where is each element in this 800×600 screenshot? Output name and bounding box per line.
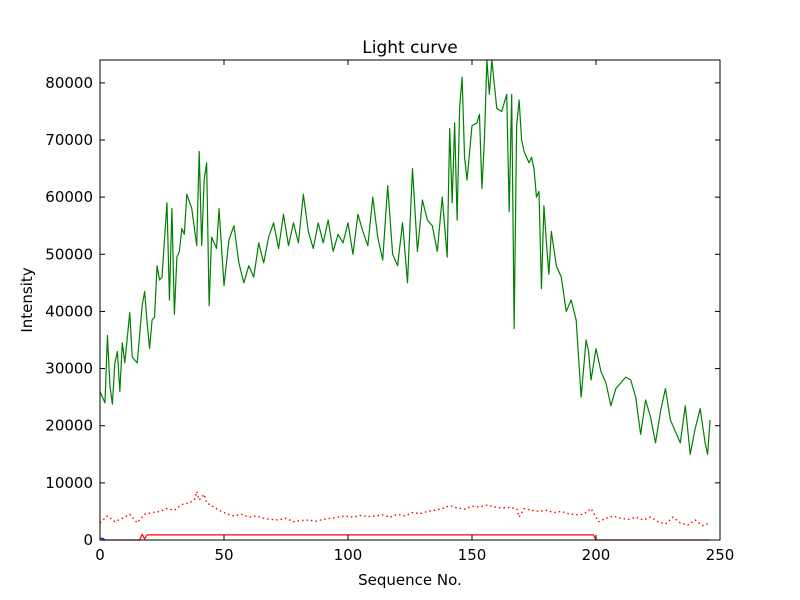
y-tick-label: 50000 bbox=[45, 245, 93, 263]
y-tick-label: 60000 bbox=[45, 188, 93, 206]
x-tick-label: 250 bbox=[706, 546, 735, 564]
x-tick-label: 50 bbox=[214, 546, 233, 564]
y-tick-label: 80000 bbox=[45, 74, 93, 92]
y-tick-label: 20000 bbox=[45, 417, 93, 435]
series-line-2 bbox=[100, 533, 711, 541]
x-tick-label: 200 bbox=[582, 546, 611, 564]
y-tick-label: 70000 bbox=[45, 131, 93, 149]
plot-series bbox=[99, 59, 711, 541]
y-axis-ticks: 0 10000 20000 30000 40000 50000 60000 70000 8000… bbox=[45, 74, 720, 549]
x-axis-ticks: 0 50 100 150 200 250 bbox=[95, 60, 734, 564]
y-tick-label: 40000 bbox=[45, 302, 93, 320]
x-tick-label: 150 bbox=[458, 546, 487, 564]
y-tick-label: 10000 bbox=[45, 474, 93, 492]
series-line-0 bbox=[99, 59, 711, 455]
y-axis-label: Intensity bbox=[18, 267, 36, 332]
x-axis-label: Sequence No. bbox=[358, 571, 462, 589]
y-tick-label: 0 bbox=[83, 531, 93, 549]
plot-area-frame bbox=[99, 59, 721, 541]
chart-title: Light curve bbox=[362, 38, 457, 58]
x-tick-label: 0 bbox=[95, 546, 105, 564]
series-line-3 bbox=[100, 537, 106, 541]
x-tick-label: 100 bbox=[334, 546, 363, 564]
y-tick-label: 30000 bbox=[45, 360, 93, 378]
